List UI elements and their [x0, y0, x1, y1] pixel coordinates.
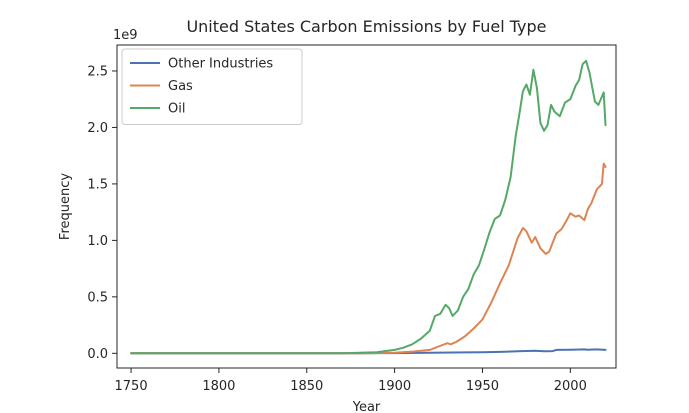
x-tick-label: 1900	[378, 379, 411, 394]
x-axis-title: Year	[352, 400, 381, 413]
x-tick-label: 1850	[290, 379, 323, 394]
y-tick-label: 0.5	[87, 290, 108, 305]
y-tick-label: 1.5	[87, 177, 108, 192]
x-tick-label: 2000	[554, 379, 587, 394]
legend-label: Oil	[168, 102, 185, 117]
x-axis: 1750 1800 1850 1900 1950 2000	[115, 368, 587, 394]
y-tick-label: 0.0	[87, 347, 108, 362]
series-line-oil	[130, 59, 607, 355]
y-tick-label: 2.0	[87, 121, 108, 136]
x-tick-label: 1950	[466, 379, 499, 394]
y-axis-title: Frequency	[58, 173, 73, 240]
y-tick-label: 2.5	[87, 64, 108, 79]
legend-label: Gas	[168, 79, 193, 94]
series-lines	[130, 59, 607, 355]
series-line-gas	[130, 162, 607, 355]
x-tick-label: 1750	[115, 379, 148, 394]
x-tick-label: 1800	[202, 379, 235, 394]
y-axis: 0.0 0.5 1.0 1.5 2.0 2.5	[87, 64, 117, 362]
legend-box	[121, 48, 303, 125]
y-tick-label: 1.0	[87, 234, 108, 249]
y-offset-label: 1e9	[113, 28, 138, 43]
chart-title: United States Carbon Emissions by Fuel T…	[186, 17, 546, 36]
legend: Other Industries Gas Oil	[121, 48, 303, 125]
legend-label: Other Industries	[168, 57, 273, 72]
